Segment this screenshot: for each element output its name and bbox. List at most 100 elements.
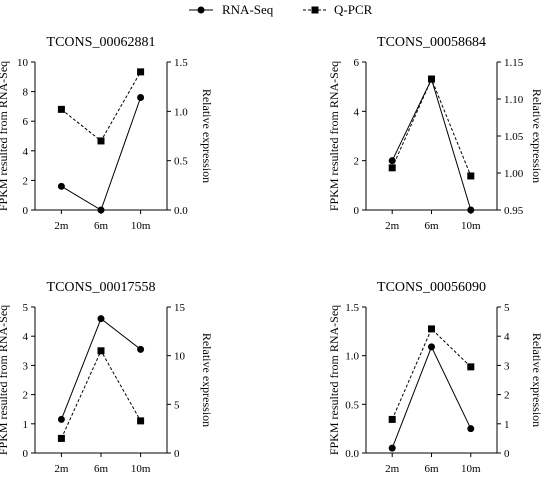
left-tick-label: 1.0 [345,351,359,363]
left-tick-label: 0.5 [345,399,359,411]
x-tick-label: 2m [54,463,69,475]
left-tick-label: 1.5 [345,302,359,314]
data-point-q-pcr [137,417,145,425]
data-point-q-pcr [97,347,105,355]
data-point-q-pcr [428,325,435,333]
series-line-rna-seq [60,317,141,420]
left-tick-label: 1 [23,419,29,431]
y-axis-label: FPKM resulted from RNA-Seq [327,61,341,211]
x-tick-label: 6m [94,463,109,475]
x-tick-label: 6m [424,463,439,475]
data-point-rna-seq [388,157,396,165]
right-tick-label: 1.15 [504,57,524,69]
right-tick-label: 1.0 [174,106,188,118]
x-tick-label: 10m [131,220,151,232]
left-tick-label: 2 [23,390,29,402]
data-point-q-pcr [388,164,396,172]
left-tick-label: 0 [23,205,29,217]
x-tick-label: 10m [131,463,151,475]
legend-marker-rna-seq [197,6,205,14]
left-tick-label: 0.0 [345,448,359,460]
left-tick-label: 8 [23,87,29,99]
data-point-q-pcr [137,68,145,76]
data-point-rna-seq [137,345,145,353]
data-point-q-pcr [428,75,435,83]
left-tick-label: 0 [23,448,29,460]
right-tick-label: 10 [174,351,186,363]
y2-axis-label: Relative expression [200,333,214,427]
right-tick-label: 1.10 [504,94,524,106]
series-line-q-pcr [391,77,472,177]
data-point-q-pcr [97,137,105,145]
right-tick-label: 0 [174,448,180,460]
left-tick-label: 6 [354,57,360,69]
left-tick-label: 4 [23,146,29,158]
x-tick-label: 2m [385,220,400,232]
left-tick-label: 4 [23,331,29,343]
legend-item-q-pcr: Q-PCR [303,2,373,17]
data-point-rna-seq [97,206,105,214]
data-point-rna-seq [388,444,396,452]
legend-marker-q-pcr [311,6,319,14]
chart-title: TCONS_00017558 [47,280,156,295]
legend: RNA-Seq Q-PCR [189,2,373,17]
left-tick-label: 0 [354,205,360,217]
legend-item-rna-seq: RNA-Seq [189,2,274,17]
y2-axis-label: Relative expression [530,89,544,183]
x-tick-label: 2m [54,220,69,232]
right-tick-label: 4 [504,331,510,343]
data-point-q-pcr [57,434,65,442]
data-point-q-pcr [467,172,475,180]
left-tick-label: 4 [354,106,360,118]
right-tick-label: 1 [504,419,510,431]
right-tick-label: 3 [504,360,510,372]
chart-title: TCONS_00058684 [377,35,486,50]
x-tick-label: 6m [424,220,439,232]
chart-title: TCONS_00056090 [377,280,486,295]
right-tick-label: 1.00 [504,168,524,180]
left-tick-label: 2 [23,175,29,187]
chart-panel: TCONS_00017558 0 1 2 3 4 5 0 5 10 15 2m 6m 10m FPKM re… [0,280,214,475]
y-axis-label: FPKM resulted from RNA-Seq [0,61,10,211]
chart-title: TCONS_00062881 [47,35,156,50]
data-point-q-pcr [388,415,396,423]
left-tick-label: 3 [23,360,29,372]
data-point-rna-seq [137,94,145,102]
series-line-rna-seq [391,77,472,211]
y-axis-label: FPKM resulted from RNA-Seq [0,305,10,455]
chart-panel: TCONS_00058684 0 2 4 6 0.95 1.00 1.05 1.10 1.15 2m… [327,35,544,232]
right-tick-label: 15 [174,302,186,314]
y2-axis-label: Relative expression [200,89,214,183]
chart-panel: TCONS_00062881 0 2 4 6 8 10 0.0 0.5 1.0 1.5 2m 6m 10m… [0,35,214,232]
series-line-rna-seq [61,97,142,211]
y2-axis-label: Relative expression [530,333,544,427]
x-tick-label: 10m [461,463,481,475]
right-tick-label: 0.95 [504,205,524,217]
left-tick-label: 6 [23,116,29,128]
left-tick-label: 2 [354,156,360,168]
data-point-rna-seq [428,343,435,351]
legend-label-q-pcr: Q-PCR [334,2,373,17]
right-tick-label: 5 [174,399,180,411]
right-tick-label: 0 [504,448,510,460]
data-point-rna-seq [97,315,105,323]
x-tick-label: 6m [94,220,109,232]
series-line-q-pcr [391,328,472,420]
chart-panel: TCONS_00056090 0.0 0.5 1.0 1.5 0 1 2 3 4 5 2m 6m 10m F… [327,280,544,475]
right-tick-label: 0.0 [174,205,188,217]
right-tick-label: 2 [504,390,510,402]
right-tick-label: 1.05 [504,131,524,143]
data-point-rna-seq [467,425,475,433]
left-tick-label: 5 [23,302,29,314]
series-line-rna-seq [391,345,472,449]
series-line-q-pcr [60,349,142,439]
data-point-rna-seq [57,415,65,423]
left-tick-label: 10 [17,57,29,69]
data-point-q-pcr [467,363,475,371]
data-point-rna-seq [57,182,65,190]
right-tick-label: 1.5 [174,57,188,69]
x-tick-label: 2m [385,463,400,475]
y-axis-label: FPKM resulted from RNA-Seq [327,305,341,455]
right-tick-label: 0.5 [174,156,188,168]
